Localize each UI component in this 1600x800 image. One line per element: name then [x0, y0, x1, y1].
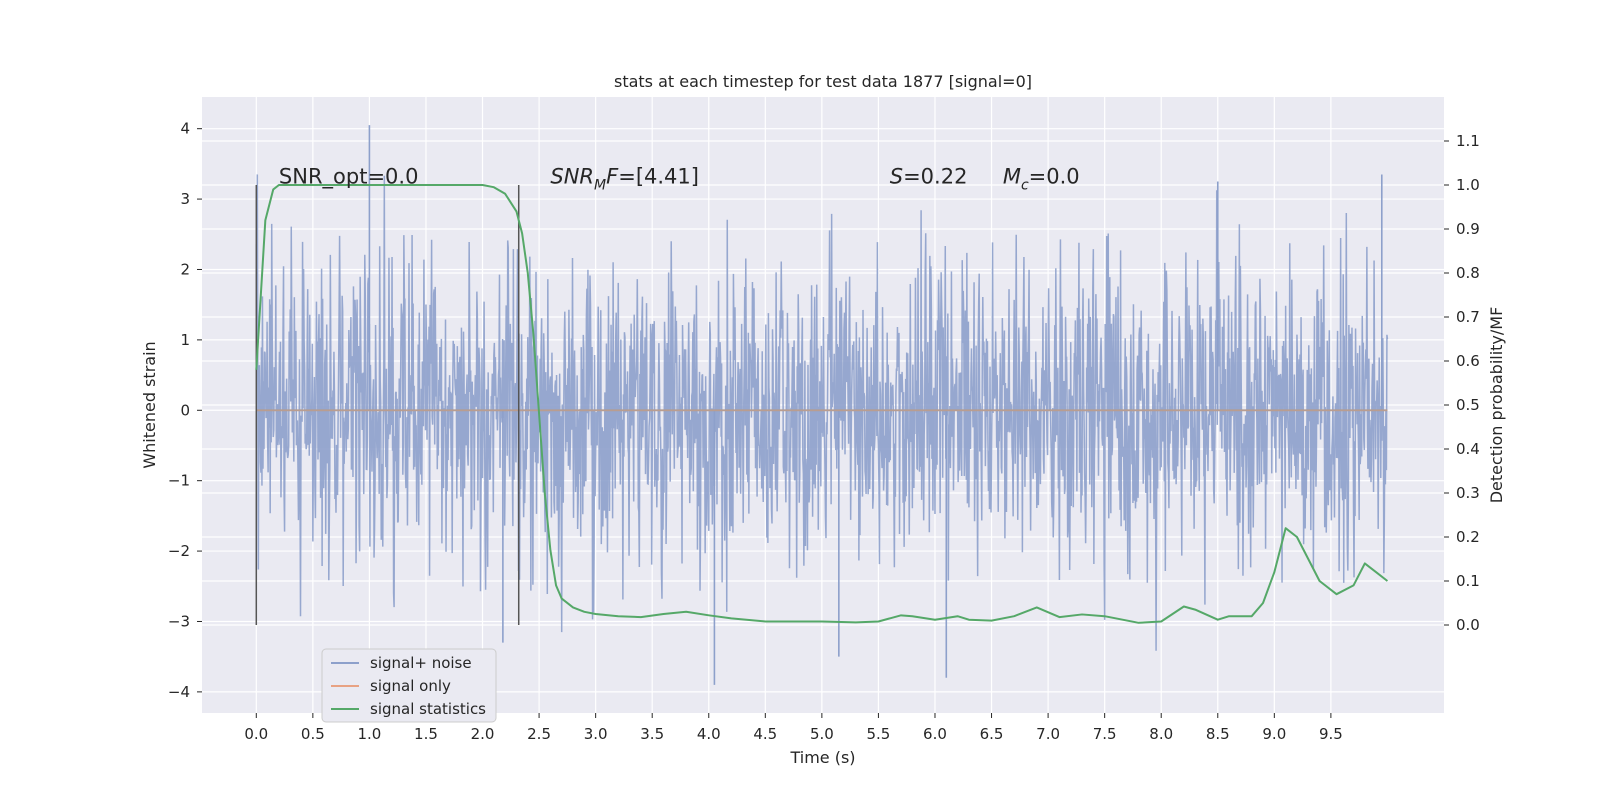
- y-tick-label: 2: [180, 260, 190, 278]
- x-tick-label: 8.5: [1206, 725, 1230, 743]
- y-tick-label: −1: [168, 472, 190, 490]
- y-right-tick-label: 0.4: [1456, 440, 1480, 458]
- y-tick-label: −3: [168, 612, 190, 630]
- x-tick-label: 1.0: [357, 725, 381, 743]
- y-tick-label: 4: [180, 120, 190, 138]
- vertical-markers: [255, 185, 520, 625]
- legend: signal+ noise signal only signal statist…: [321, 648, 497, 723]
- y-right-tick-label: 0.3: [1456, 484, 1480, 502]
- x-tick-label: 5.0: [810, 725, 834, 743]
- legend-label-signal-plus-noise: signal+ noise: [370, 654, 472, 672]
- x-tick-label: 7.0: [1036, 725, 1060, 743]
- series-signal-statistics: [255, 184, 1389, 624]
- y-right-tick-label: 0.8: [1456, 264, 1480, 282]
- x-tick-label: 5.5: [866, 725, 890, 743]
- x-tick-label: 2.0: [471, 725, 495, 743]
- y-right-tick-label: 0.5: [1456, 396, 1480, 414]
- y-right-tick-label: 1.1: [1456, 132, 1480, 150]
- x-tick-label: 2.5: [527, 725, 551, 743]
- y-axis-label: Whitened strain: [140, 341, 159, 468]
- x-tick-label: 0.5: [301, 725, 325, 743]
- annotation-3: Mc=0.0: [1003, 165, 1080, 194]
- y-right-axis-ticks: 0.0 0.1 0.2 0.3 0.4 0.5 0.6 0.7 0.8 0.9 1.0 1.1: [1444, 132, 1480, 634]
- y-right-tick-label: 0.9: [1456, 220, 1480, 238]
- y-tick-label: −2: [168, 542, 190, 560]
- y-tick-label: 1: [180, 331, 190, 349]
- x-tick-label: 7.5: [1093, 725, 1117, 743]
- y-right-tick-label: 0.2: [1456, 528, 1480, 546]
- x-tick-label: 9.0: [1262, 725, 1286, 743]
- y-tick-label: −4: [168, 683, 190, 701]
- x-tick-label: 0.0: [244, 725, 268, 743]
- signal-statistics-line: [255, 184, 1389, 624]
- y-axis-ticks: −4 −3 −2 −1 0 1 2 3 4: [168, 120, 202, 701]
- y-tick-label: 0: [180, 401, 190, 419]
- legend-box: [321, 648, 497, 723]
- x-tick-label: 4.5: [753, 725, 777, 743]
- chart-title: stats at each timestep for test data 187…: [614, 72, 1032, 91]
- x-tick-label: 4.0: [697, 725, 721, 743]
- x-tick-label: 1.5: [414, 725, 438, 743]
- y-right-tick-label: 0.1: [1456, 572, 1480, 590]
- y-tick-label: 3: [180, 190, 190, 208]
- annotation-0: SNR_opt=0.0: [279, 165, 419, 190]
- x-tick-label: 6.5: [980, 725, 1004, 743]
- annotation-2: S=0.22: [890, 165, 968, 189]
- legend-label-signal-only: signal only: [370, 677, 451, 695]
- y-right-tick-label: 1.0: [1456, 176, 1480, 194]
- series-signal-plus-noise: [255, 125, 1389, 685]
- x-tick-label: 3.5: [640, 725, 664, 743]
- annotations: SNR_opt=0.0 SNRMF=[4.41] S=0.22 Mc=0.0: [279, 165, 1080, 194]
- y-right-tick-label: 0.7: [1456, 308, 1480, 326]
- x-axis-label: Time (s): [789, 748, 855, 767]
- y-right-axis-label: Detection probability/MF: [1487, 307, 1506, 504]
- x-tick-label: 3.0: [584, 725, 608, 743]
- legend-label-signal-statistics: signal statistics: [370, 700, 486, 718]
- x-tick-label: 9.5: [1319, 725, 1343, 743]
- x-axis-ticks: 0.0 0.5 1.0 1.5 2.0 2.5 3.0 3.5 4.0 4.5 5.0 5.5 6.0 6…: [244, 713, 1343, 743]
- y-right-tick-label: 0.0: [1456, 616, 1480, 634]
- y-right-tick-label: 0.6: [1456, 352, 1480, 370]
- noise-trace: [255, 174, 1389, 651]
- annotation-1: SNRMF=[4.41]: [550, 165, 699, 194]
- x-tick-label: 8.0: [1149, 725, 1173, 743]
- x-tick-label: 6.0: [923, 725, 947, 743]
